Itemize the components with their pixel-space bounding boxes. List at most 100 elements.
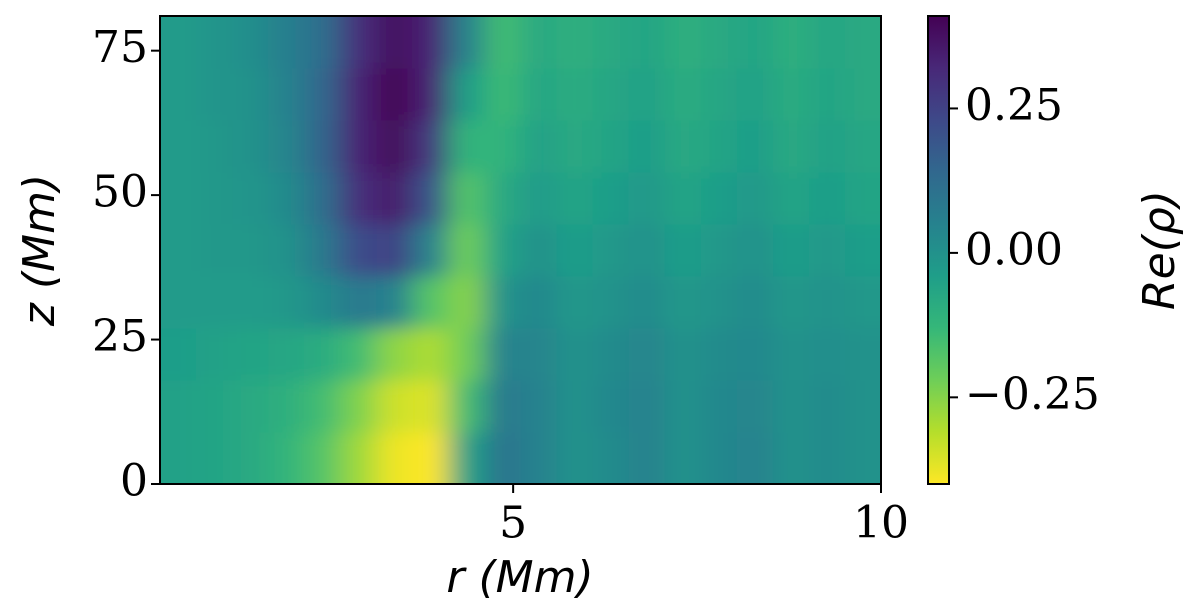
heatmap-cell bbox=[628, 380, 666, 433]
heatmap-cell bbox=[196, 328, 233, 381]
y-tick-label: 50 bbox=[92, 167, 148, 218]
heatmap-cell bbox=[412, 68, 449, 121]
heatmap-cell bbox=[376, 432, 413, 484]
heatmap-cell bbox=[448, 172, 485, 225]
heatmap-cell bbox=[484, 380, 521, 433]
heatmap-cell bbox=[376, 172, 413, 225]
colorbar bbox=[927, 15, 950, 485]
heatmap-cell bbox=[268, 68, 305, 121]
heatmap-cell bbox=[160, 120, 197, 173]
heatmap-cell bbox=[448, 328, 485, 381]
heatmap-cell bbox=[196, 432, 233, 484]
heatmap-cell bbox=[448, 380, 485, 433]
heatmap-cell bbox=[808, 16, 846, 69]
heatmap-cell bbox=[772, 224, 810, 277]
y-axis-label: z (Mm) bbox=[14, 174, 65, 327]
heatmap-cell bbox=[844, 432, 881, 484]
heatmap-cell bbox=[412, 276, 449, 329]
heatmap-cell bbox=[700, 16, 738, 69]
heatmap-cell bbox=[160, 68, 197, 121]
heatmap-cell bbox=[304, 328, 341, 381]
heatmap-cell bbox=[484, 120, 521, 173]
heatmap-cell bbox=[376, 276, 413, 329]
heatmap-cell bbox=[412, 380, 449, 433]
heatmap-cell bbox=[304, 68, 341, 121]
heatmap-cell bbox=[700, 276, 738, 329]
heatmap-cell bbox=[628, 172, 666, 225]
heatmap-cell bbox=[340, 432, 377, 484]
heatmap-cell bbox=[484, 328, 521, 381]
heatmap-cell bbox=[664, 120, 702, 173]
heatmap-cell bbox=[844, 68, 881, 121]
heatmap-cell bbox=[700, 68, 738, 121]
heatmap-cell bbox=[268, 276, 305, 329]
heatmap-cell bbox=[700, 380, 738, 433]
heatmap-cell bbox=[736, 224, 774, 277]
heatmap-cell bbox=[520, 380, 558, 433]
heatmap-cell bbox=[340, 380, 377, 433]
heatmap-cell bbox=[592, 16, 630, 69]
heatmap-cell bbox=[844, 328, 881, 381]
heatmap-cell bbox=[808, 276, 846, 329]
heatmap-cell bbox=[268, 16, 305, 69]
heatmap-cell bbox=[448, 276, 485, 329]
plot-frame bbox=[159, 15, 882, 485]
y-tick-label: 25 bbox=[92, 311, 148, 362]
heatmap-cell bbox=[268, 120, 305, 173]
heatmap-cell bbox=[520, 68, 558, 121]
heatmap-cell bbox=[736, 380, 774, 433]
heatmap-cell bbox=[772, 380, 810, 433]
heatmap-cell bbox=[772, 172, 810, 225]
heatmap-cell bbox=[664, 276, 702, 329]
heatmap-cell bbox=[232, 120, 269, 173]
heatmap-cell bbox=[412, 120, 449, 173]
heatmap-cell bbox=[556, 224, 594, 277]
heatmap-cell bbox=[340, 276, 377, 329]
heatmap-cell bbox=[484, 16, 521, 69]
heatmap-cell bbox=[520, 224, 558, 277]
heatmap-cell bbox=[664, 328, 702, 381]
heatmap-cell bbox=[304, 380, 341, 433]
heatmap-cell bbox=[592, 172, 630, 225]
heatmap-cell bbox=[196, 380, 233, 433]
heatmap-cell bbox=[232, 16, 269, 69]
heatmap-cell bbox=[628, 432, 666, 484]
heatmap-cell bbox=[448, 68, 485, 121]
heatmap-cell bbox=[736, 120, 774, 173]
heatmap-cell bbox=[736, 432, 774, 484]
heatmap-cell bbox=[520, 432, 558, 484]
heatmap-cell bbox=[664, 172, 702, 225]
heatmap-cell bbox=[700, 172, 738, 225]
heatmap-cell bbox=[268, 224, 305, 277]
heatmap-cell bbox=[448, 224, 485, 277]
heatmap-cell bbox=[412, 328, 449, 381]
heatmap-cell bbox=[736, 328, 774, 381]
heatmap-cell bbox=[844, 380, 881, 433]
heatmap-cell bbox=[628, 16, 666, 69]
heatmap-cell bbox=[556, 328, 594, 381]
heatmap-cell bbox=[196, 276, 233, 329]
heatmap-cell bbox=[592, 328, 630, 381]
heatmap-cell bbox=[412, 172, 449, 225]
colorbar-tick-label: −0.25 bbox=[965, 369, 1100, 420]
heatmap-cell bbox=[520, 172, 558, 225]
heatmap-cell bbox=[484, 432, 521, 484]
heatmap-cell bbox=[520, 16, 558, 69]
heatmap-cell bbox=[808, 380, 846, 433]
heatmap-cell bbox=[304, 120, 341, 173]
y-tick-label: 0 bbox=[120, 456, 148, 507]
heatmap-cell bbox=[160, 276, 197, 329]
heatmap-cell bbox=[844, 224, 881, 277]
heatmap-cell bbox=[664, 380, 702, 433]
heatmap-cell bbox=[304, 16, 341, 69]
heatmap-cell bbox=[736, 16, 774, 69]
heatmap-cell bbox=[556, 68, 594, 121]
heatmap-cell bbox=[448, 120, 485, 173]
heatmap-cell bbox=[340, 120, 377, 173]
heatmap-cell bbox=[160, 432, 197, 484]
heatmap-cell bbox=[628, 120, 666, 173]
heatmap-cell bbox=[448, 16, 485, 69]
heatmap-cell bbox=[340, 224, 377, 277]
heatmap-cell bbox=[664, 224, 702, 277]
